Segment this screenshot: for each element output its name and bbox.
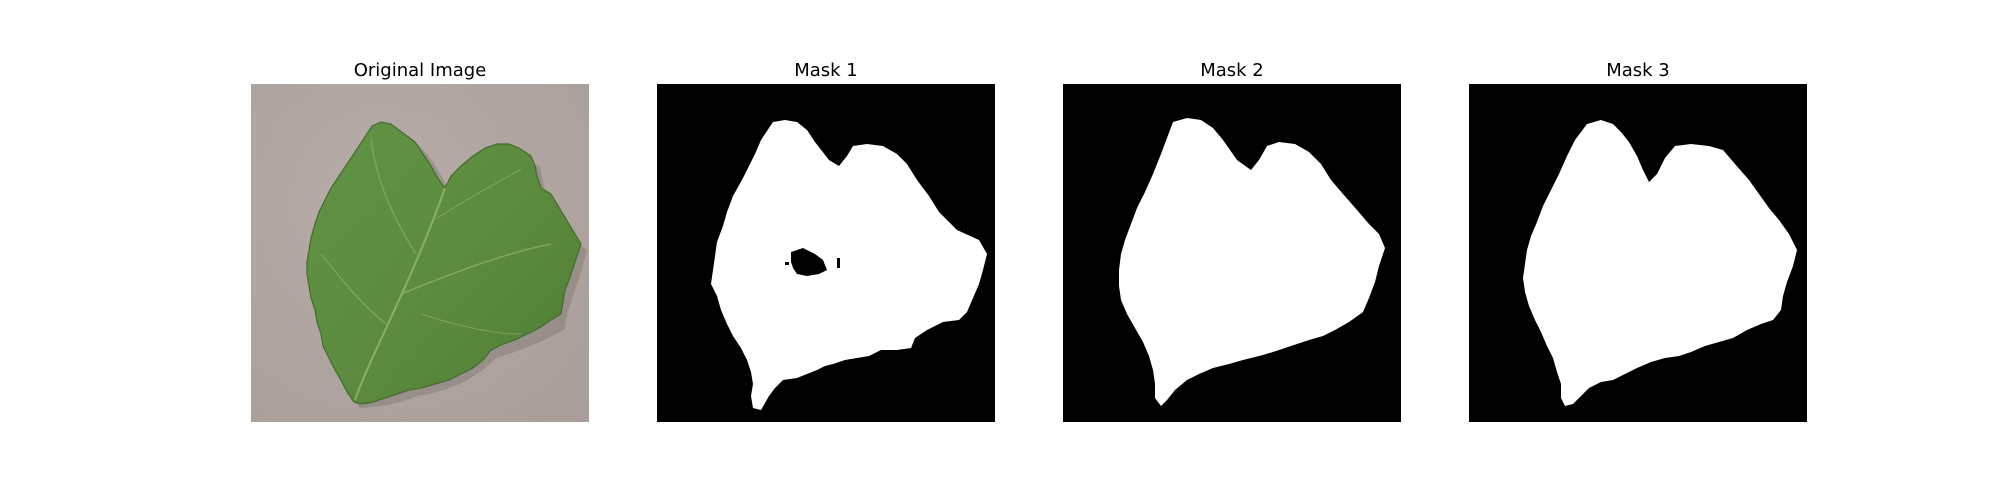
panel-title: Original Image	[353, 60, 487, 81]
panel-mask-3: Mask 3	[1469, 60, 1807, 440]
leaf-main-vein	[354, 187, 446, 401]
panel-mask-2: Mask 2	[1063, 60, 1401, 440]
panel-title: Mask 1	[794, 60, 858, 81]
mask-3-image	[1469, 84, 1807, 422]
mask-foreground-region	[1119, 118, 1385, 406]
mask-1-image	[657, 84, 995, 422]
leaf-side-vein	[400, 243, 552, 295]
panel-mask-1: Mask 1	[657, 60, 995, 440]
mask-2-image	[1063, 84, 1401, 422]
original-leaf-photo	[251, 84, 589, 422]
panel-original-image: Original Image	[251, 60, 589, 440]
panel-title: Mask 3	[1606, 60, 1670, 81]
mask-foreground-region	[1523, 120, 1797, 406]
mask-hole	[791, 248, 827, 276]
mask-foreground-region	[711, 120, 987, 410]
panel-title: Mask 2	[1200, 60, 1264, 81]
